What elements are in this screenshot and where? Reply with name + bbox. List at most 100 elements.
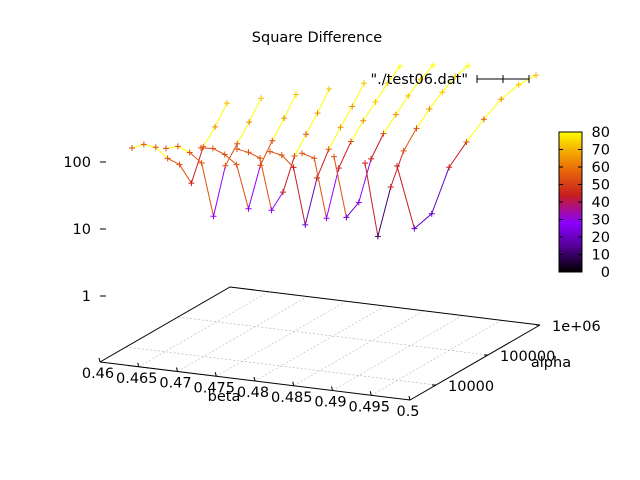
series-segment [454,65,469,78]
data-point [326,86,332,93]
data-point [129,145,135,151]
x-tick-label: 0.485 [271,390,313,406]
data-point [245,149,252,156]
series-segment [248,98,262,123]
series-segment [317,88,330,114]
data-point [405,92,412,99]
data-point [278,152,285,159]
data-point [439,89,446,96]
data-point [480,116,487,123]
data-point [291,153,298,160]
data-point [176,161,183,168]
data-point [515,81,522,88]
colorbar-tick-label: 60 [592,160,610,176]
data-point [323,215,330,222]
series-segment [236,121,250,144]
data-point [314,110,321,117]
data-point [426,105,433,112]
series-segment [283,94,297,119]
series-segment [294,134,307,157]
series-segment [345,202,360,218]
colorbar-tick-label: 40 [592,195,610,211]
chart-title: Square Difference [252,30,382,46]
data-point [290,164,297,171]
series-segment [431,167,450,214]
colorbar-tick-label: 30 [592,213,610,229]
series-segment [416,108,430,129]
data-point [360,117,367,124]
surface-lines [129,62,539,240]
data-point [349,103,356,110]
series-segment [281,154,294,168]
series-segment [269,151,282,156]
series-segment [326,167,340,219]
series-segment [213,165,226,217]
data-point [234,140,241,147]
series-segment [259,140,273,166]
series-segment [340,106,353,128]
series-segment [403,128,417,152]
data-point [337,124,344,131]
series-line [267,80,367,228]
data-point [221,151,228,158]
data-point [257,155,263,162]
series-segment [236,148,249,153]
x-axis-label: beta [208,389,241,405]
series-segment [155,146,168,159]
data-point [281,115,288,122]
x-tick [369,391,372,396]
data-point [387,184,394,190]
alpha-tick-label: 10000 [448,379,494,395]
series-segment [328,126,341,150]
data-point [234,146,240,153]
data-point [246,119,253,126]
data-point [533,72,539,79]
data-point [212,123,219,130]
colorbar-tick-label: 10 [592,248,610,264]
series-segment [375,82,389,103]
series-segment [259,158,272,211]
series-segment [190,146,204,184]
data-point [452,73,459,80]
x-tick [253,376,256,382]
grid-line-x [371,320,502,396]
series-line [198,91,299,212]
data-point [258,95,264,102]
series-segment [518,74,537,86]
series-segment [236,164,249,209]
data-point [302,221,309,228]
colorbar-tick-label: 20 [592,230,610,246]
series-line [331,62,436,221]
series-segment [370,133,384,160]
data-point [348,138,354,145]
data-point [465,62,471,69]
colorbar-tick-label: 70 [592,143,610,159]
series-segment [212,148,225,155]
series-segment [428,91,443,110]
series-segment [305,112,318,135]
series-segment [407,78,422,97]
grid-line-x [332,315,463,391]
series-segment [500,84,519,100]
data-point [140,141,147,148]
series-segment [224,154,237,165]
data-point [245,205,252,212]
series-segment [466,118,485,143]
data-point [210,213,217,220]
data-point [257,162,264,169]
legend-marker [476,75,530,83]
series-segment [214,102,228,128]
data-point [384,80,391,87]
series-segment [293,167,306,225]
colorbar-tick-label: 50 [592,178,610,194]
data-point [392,111,399,118]
series-segment [338,141,352,169]
axes: 0.46 0.465 0.47 0.475 0.48 0.485 0.49 0.495 0.5 1… [63,155,600,420]
data-point [417,76,424,83]
grid-line-x [177,296,308,372]
data-point [188,180,195,187]
series-segment [271,117,285,141]
x-tick [98,357,101,363]
data-point [224,100,230,107]
x-tick [137,362,140,367]
